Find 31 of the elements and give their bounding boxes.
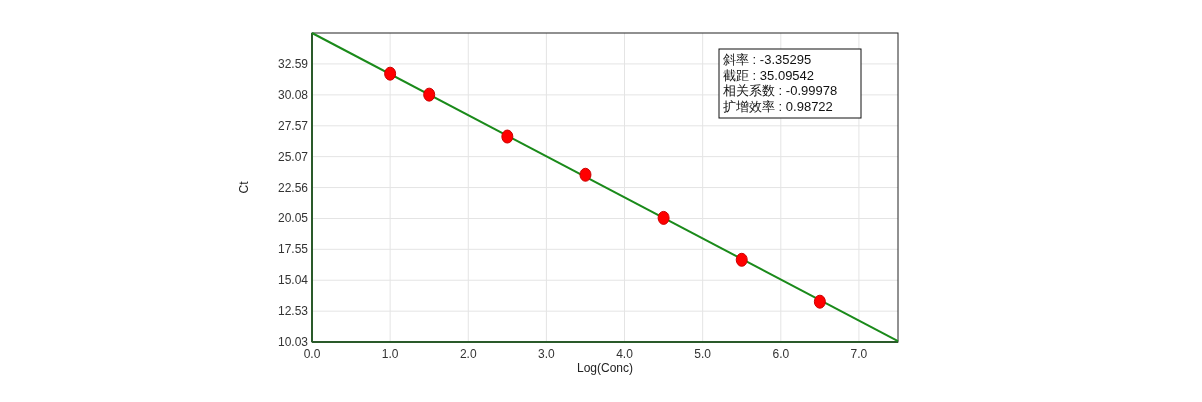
y-tick-label: 17.55	[277, 242, 309, 257]
point	[657, 210, 670, 225]
y-tick-label: 20.05	[277, 211, 309, 226]
y-tick-label: 10.03	[277, 335, 309, 349]
y-tick-label: 30.08	[277, 87, 309, 102]
annotation: 斜率 : -3.35295	[723, 52, 812, 67]
y-tick-label: 22.56	[277, 180, 309, 195]
y-tick-label: 32.59	[277, 56, 309, 71]
x-axis-title: Log(Conc)	[576, 361, 634, 375]
x-tick-label: 7.0	[850, 347, 868, 361]
point	[579, 167, 592, 182]
point	[501, 129, 514, 144]
x-tick-label: 2.0	[459, 347, 477, 361]
y-tick-label: 25.07	[277, 149, 309, 164]
y-tick-label: 15.04	[277, 273, 309, 288]
annotation: 截距 : 35.09542	[723, 67, 815, 83]
x-tick-label: 0.0	[303, 347, 321, 361]
y-tick-label: 27.57	[277, 118, 309, 133]
x-tick-label: 6.0	[772, 347, 790, 361]
point	[813, 294, 826, 309]
point	[735, 252, 748, 267]
point	[423, 87, 436, 102]
point	[384, 66, 397, 81]
x-tick-label: 5.0	[694, 347, 712, 361]
x-tick-label: 4.0	[616, 347, 634, 361]
x-tick-label: 1.0	[381, 347, 399, 361]
y-tick-label: 12.53	[277, 304, 309, 319]
y-axis-title: Ct	[237, 180, 251, 194]
annotation: 相关系数 : -0.99978	[723, 83, 838, 98]
x-tick-label: 3.0	[538, 347, 556, 361]
annotation: 扩增效率 : 0.98722	[723, 98, 833, 114]
